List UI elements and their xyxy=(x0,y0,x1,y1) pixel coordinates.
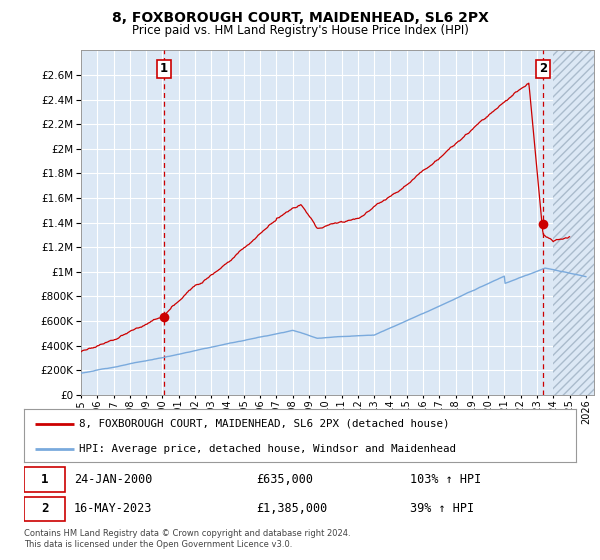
Text: HPI: Average price, detached house, Windsor and Maidenhead: HPI: Average price, detached house, Wind… xyxy=(79,444,456,454)
Text: 39% ↑ HPI: 39% ↑ HPI xyxy=(410,502,475,515)
Text: 1: 1 xyxy=(160,63,167,76)
FancyBboxPatch shape xyxy=(24,467,65,492)
Text: £635,000: £635,000 xyxy=(256,473,313,486)
Text: 2: 2 xyxy=(41,502,49,515)
Text: 1: 1 xyxy=(41,473,49,486)
Text: £1,385,000: £1,385,000 xyxy=(256,502,327,515)
FancyBboxPatch shape xyxy=(24,497,65,521)
Text: 2: 2 xyxy=(539,63,547,76)
Text: 8, FOXBOROUGH COURT, MAIDENHEAD, SL6 2PX (detached house): 8, FOXBOROUGH COURT, MAIDENHEAD, SL6 2PX… xyxy=(79,419,450,429)
Text: 103% ↑ HPI: 103% ↑ HPI xyxy=(410,473,482,486)
Text: 8, FOXBOROUGH COURT, MAIDENHEAD, SL6 2PX: 8, FOXBOROUGH COURT, MAIDENHEAD, SL6 2PX xyxy=(112,11,488,25)
Text: 16-MAY-2023: 16-MAY-2023 xyxy=(74,502,152,515)
Bar xyxy=(553,50,594,395)
Text: 24-JAN-2000: 24-JAN-2000 xyxy=(74,473,152,486)
Text: Contains HM Land Registry data © Crown copyright and database right 2024.
This d: Contains HM Land Registry data © Crown c… xyxy=(24,529,350,549)
Text: Price paid vs. HM Land Registry's House Price Index (HPI): Price paid vs. HM Land Registry's House … xyxy=(131,24,469,36)
